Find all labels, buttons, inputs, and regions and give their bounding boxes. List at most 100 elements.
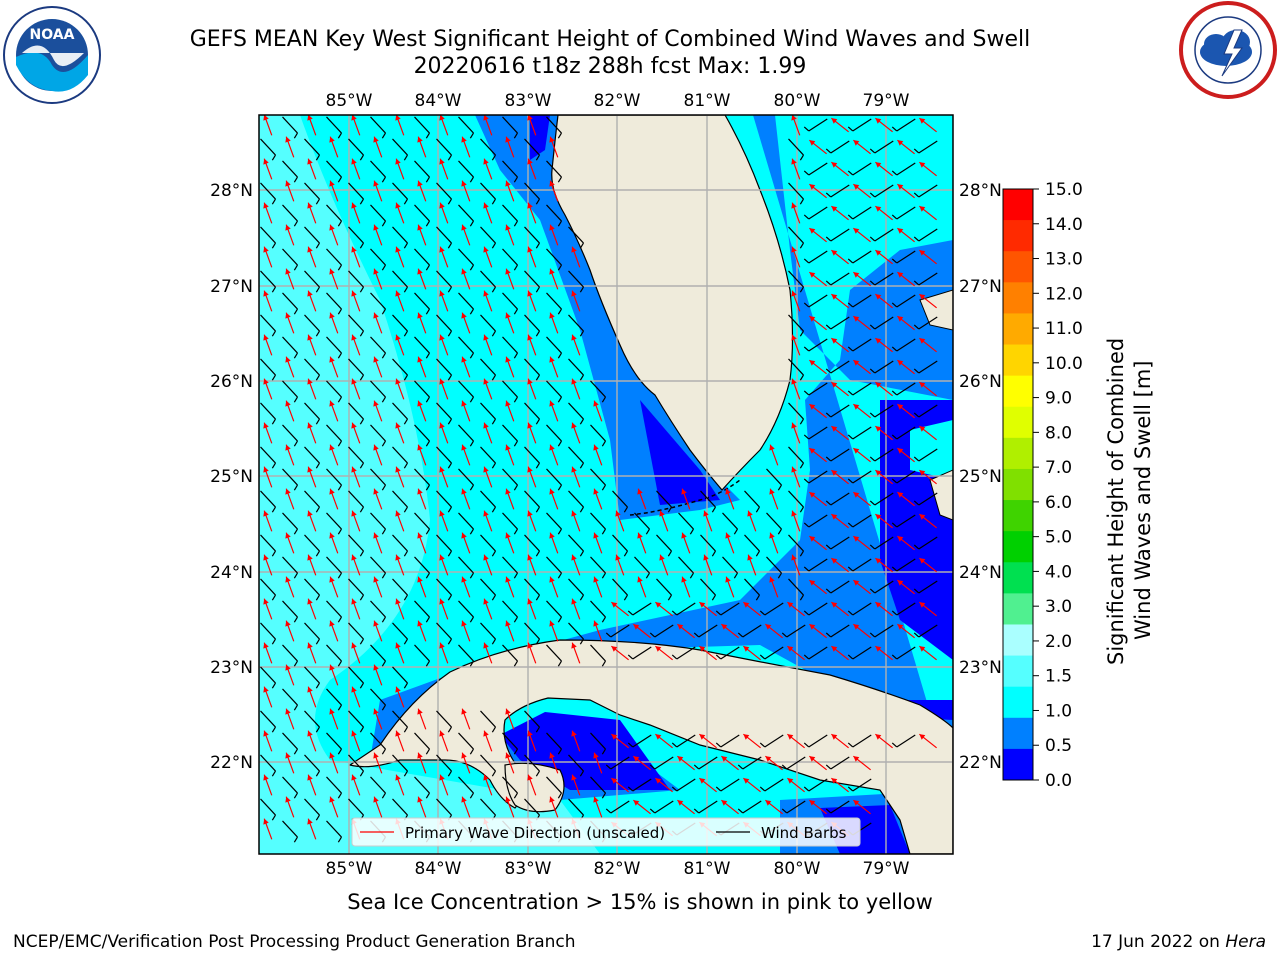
wind-barb <box>722 556 738 574</box>
wave-arrow-head <box>329 620 335 627</box>
wind-barb-flag <box>469 572 475 579</box>
wind-barb <box>414 424 430 442</box>
wave-arrow-head <box>263 378 269 385</box>
wind-barb-flag <box>315 242 321 249</box>
wind-barb <box>282 556 298 574</box>
wave-arrow-head <box>461 224 467 231</box>
map-plot-area <box>259 115 953 854</box>
wind-barb-flag <box>733 572 739 579</box>
wind-barb <box>546 160 562 178</box>
wind-barb <box>788 534 804 552</box>
land-florida <box>551 115 794 491</box>
wind-barb-flag <box>403 638 409 645</box>
wind-barb <box>766 556 782 574</box>
wind-barb-flag <box>359 198 365 205</box>
wave-arrow-head <box>285 180 291 187</box>
wind-barb <box>282 248 298 266</box>
wind-barb <box>918 272 938 286</box>
wind-barb-flag <box>557 220 563 227</box>
wind-barb <box>436 446 452 464</box>
wind-barb-flag <box>667 594 673 601</box>
wind-barb <box>502 292 518 310</box>
wave-arrow-head <box>593 444 599 451</box>
wind-barb <box>656 534 672 552</box>
wind-barb <box>852 646 872 660</box>
wind-barb <box>634 556 650 574</box>
wind-barb <box>392 402 408 420</box>
wave-arrow-head <box>593 796 599 803</box>
wind-barb-flag <box>689 572 695 579</box>
wave-arrow-head <box>351 378 357 385</box>
wind-barb-flag <box>403 594 409 601</box>
wind-barb-flag <box>913 632 920 638</box>
wind-barb <box>436 578 452 596</box>
wind-barb-flag <box>381 264 387 271</box>
wave-arrow-head <box>307 378 313 385</box>
wind-barb <box>742 800 762 814</box>
wave-arrow-head <box>721 624 728 630</box>
wave-arrow-head <box>483 510 489 517</box>
wind-barb <box>502 644 518 662</box>
wind-barb-flag <box>847 610 854 616</box>
wave-arrow-head <box>831 162 838 168</box>
wind-barb <box>370 380 386 398</box>
wave-arrow-head <box>417 180 423 187</box>
wind-barb <box>282 380 298 398</box>
wind-barb-flag <box>671 742 678 748</box>
wind-barb <box>326 820 342 838</box>
wind-barb <box>458 336 474 354</box>
wave-arrow-head <box>373 532 379 539</box>
wave-arrow-head <box>897 536 904 542</box>
wind-barb <box>282 336 298 354</box>
wind-barb <box>480 578 496 596</box>
wind-barb <box>502 204 518 222</box>
wind-barb <box>610 756 630 770</box>
wave-arrow-head <box>351 246 357 253</box>
wind-barb <box>918 536 938 550</box>
wave-arrow-head <box>549 400 555 407</box>
wind-barb-flag <box>293 352 299 359</box>
legend-wind-label: Wind Barbs <box>761 824 847 842</box>
wind-barb <box>654 756 674 770</box>
wind-barb <box>414 204 430 222</box>
wave-arrow-head <box>677 624 684 630</box>
wind-barb-flag <box>913 500 920 506</box>
wind-barb <box>326 468 342 486</box>
wind-barb-flag <box>469 748 475 755</box>
wave-arrow-head <box>571 334 577 341</box>
wind-barb-flag <box>579 330 585 337</box>
wind-barb <box>852 470 872 484</box>
wave-arrow-head <box>307 554 313 561</box>
wave-arrow-head <box>791 334 797 341</box>
wave-arrow-head <box>875 734 882 740</box>
wind-barb <box>458 776 474 794</box>
wind-barb <box>808 514 828 528</box>
wind-barb <box>896 118 916 132</box>
wind-barb <box>458 424 474 442</box>
wave-arrow-head <box>703 554 709 561</box>
wave-arrow-head <box>791 466 797 473</box>
wave-arrow-head <box>747 554 753 561</box>
wind-barb <box>720 602 740 616</box>
wind-barb-flag <box>869 324 876 330</box>
wind-barb <box>788 446 804 464</box>
wind-barb <box>414 336 430 354</box>
wind-barb <box>918 184 938 198</box>
wind-barb-flag <box>601 572 607 579</box>
colorbar-tick-label: 5.0 <box>1045 528 1072 548</box>
wave-arrow-head <box>809 184 816 190</box>
lon-label: 82°W <box>594 859 641 879</box>
wind-barb-flag <box>693 764 700 770</box>
wave-arrow-head <box>809 800 816 806</box>
wind-barb-flag <box>359 638 365 645</box>
lon-label: 84°W <box>415 859 462 879</box>
wave-arrow-head <box>329 444 335 451</box>
wind-barb <box>656 490 672 508</box>
wind-barb <box>502 468 518 486</box>
wind-barb-flag <box>315 286 321 293</box>
wind-barb <box>370 468 386 486</box>
wind-barb <box>852 338 872 352</box>
lat-labels-right: 28°N 27°N 26°N 25°N 24°N 23°N 22°N <box>959 181 1002 773</box>
lon-label: 80°W <box>774 91 821 111</box>
wind-barb <box>830 228 850 242</box>
